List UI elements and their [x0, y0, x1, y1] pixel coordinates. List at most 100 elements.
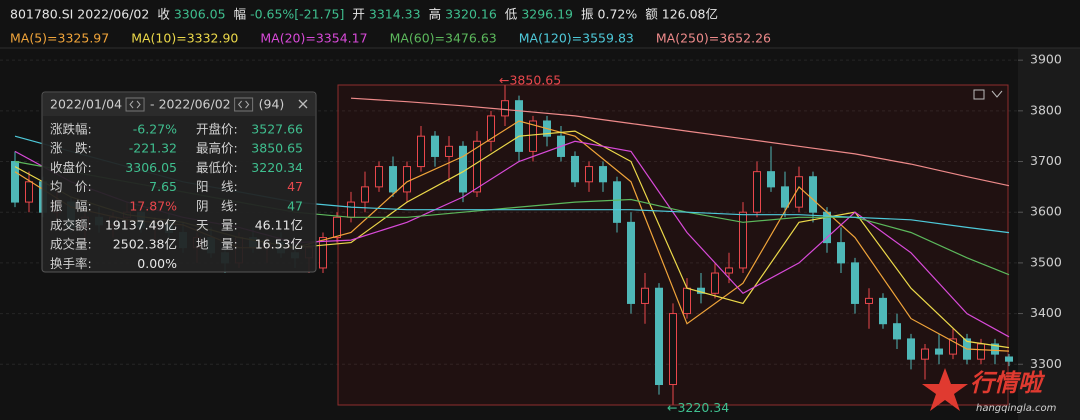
candle-body [851, 262, 859, 304]
y-tick-label: 3700 [1030, 153, 1062, 168]
header-item: 3320.16 [445, 7, 497, 22]
candle-body [767, 171, 775, 188]
header-item: 126.08亿 [662, 7, 718, 22]
y-tick-label: 3600 [1030, 204, 1062, 219]
candle-body [837, 242, 845, 264]
candle-body [403, 166, 411, 193]
range-end: 2022/06/02 [159, 97, 231, 112]
selection-range[interactable] [337, 84, 1009, 406]
header-item: 幅 [234, 7, 247, 22]
legend-entry: MA(10)=3332.90 [131, 31, 238, 46]
extreme-annotation: ←3220.34 [667, 400, 729, 415]
stat-value: 3306.05 [125, 160, 177, 175]
candle-body [515, 100, 523, 152]
header-item: 额 [645, 7, 658, 22]
candle-body [1005, 356, 1013, 362]
header-item: -0.65%[-21.75] [250, 7, 344, 22]
candle-body [865, 297, 873, 304]
candle-body [473, 140, 481, 193]
candle-body [347, 201, 355, 218]
candle-body [459, 145, 467, 193]
candle-body [669, 313, 677, 386]
extreme-annotation: ←3850.65 [499, 73, 561, 88]
ma-line [350, 97, 1010, 187]
candle-body [389, 166, 397, 193]
y-tick-label: 3500 [1030, 254, 1062, 269]
candle-body [627, 221, 635, 304]
header-item: 801780.SI 2022/06/02 [10, 7, 149, 22]
stepper-arrows[interactable] [129, 100, 141, 109]
header-item: 3314.33 [369, 7, 421, 22]
stat-label: 收盘价: [50, 160, 92, 175]
stat-label: 地 量: [196, 237, 238, 252]
maximize-icon[interactable] [973, 89, 985, 100]
date-stepper[interactable] [125, 97, 145, 112]
candle-body [361, 186, 369, 203]
stat-value: 19137.49亿 [105, 218, 177, 233]
stepper-arrows[interactable] [237, 100, 250, 109]
candle-body [753, 171, 761, 213]
stat-label: 均 价: [50, 179, 92, 194]
stat-label: 开盘价: [196, 122, 238, 137]
candle-body [711, 272, 719, 294]
header-item: 收 [157, 7, 170, 22]
stat-label: 换手率: [50, 256, 92, 271]
candle-body [655, 287, 663, 386]
maximize-icons[interactable] [973, 89, 1003, 100]
y-axis-area [1018, 48, 1080, 420]
range-dash: - [150, 97, 155, 112]
legend-entry: MA(120)=3559.83 [519, 31, 634, 46]
header-item: 低 [505, 7, 518, 22]
legend-entry: MA(250)=3652.26 [656, 31, 771, 46]
legend-entry: MA(5)=3325.97 [10, 31, 109, 46]
y-tick-label: 3300 [1030, 356, 1062, 371]
stat-value: 2502.38亿 [113, 237, 177, 252]
candle-body [907, 338, 915, 360]
candle-body [879, 297, 887, 325]
header-item: 振 [581, 7, 594, 22]
stat-value: 0.00% [137, 256, 177, 271]
stat-label: 成交额: [50, 218, 92, 233]
stat-value: 3220.34 [251, 160, 303, 175]
y-tick-label: 3900 [1030, 52, 1062, 67]
candle-body [739, 211, 747, 269]
header-item: 3296.19 [521, 7, 573, 22]
candle-body [501, 100, 509, 117]
legend-entry: MA(20)=3354.17 [260, 31, 367, 46]
candle-body [809, 176, 817, 213]
stat-label: 成交量: [50, 237, 92, 252]
stat-value: -221.32 [129, 141, 177, 156]
candle-body [375, 166, 383, 188]
candle-body [529, 120, 537, 152]
stat-value: 47 [287, 198, 303, 213]
candle-body [977, 343, 985, 360]
collapse-icon[interactable] [991, 90, 1003, 98]
header-item: 3306.05 [174, 7, 226, 22]
stat-value: 16.53亿 [255, 237, 303, 252]
range-start: 2022/01/04 [50, 97, 122, 112]
info-panel-header [43, 93, 315, 116]
candle-body [893, 323, 901, 340]
stat-value: 3527.66 [251, 122, 303, 137]
stat-value: 7.65 [149, 179, 177, 194]
header-item: 高 [429, 7, 442, 22]
watermark: 行情啦 hangqingla.com [922, 368, 1057, 414]
stat-value: -6.27% [133, 122, 177, 137]
candle-body [921, 348, 929, 360]
header-item: 0.72% [598, 7, 638, 22]
candle-body [571, 155, 579, 183]
stat-label: 涨 跌: [50, 141, 92, 156]
candle-body [641, 287, 649, 304]
stat-label: 最高价: [196, 141, 238, 156]
watermark-star [922, 368, 968, 411]
y-tick-label: 3800 [1030, 102, 1062, 117]
stat-label: 振 幅: [50, 198, 92, 213]
close-icon[interactable] [298, 99, 308, 109]
header-item: 开 [352, 7, 365, 22]
stat-label: 涨跌幅: [50, 122, 92, 137]
candle-body [599, 166, 607, 183]
watermark-site: hangqingla.com [976, 403, 1057, 414]
stat-label: 阳 线: [196, 179, 238, 194]
date-stepper[interactable] [234, 97, 254, 112]
